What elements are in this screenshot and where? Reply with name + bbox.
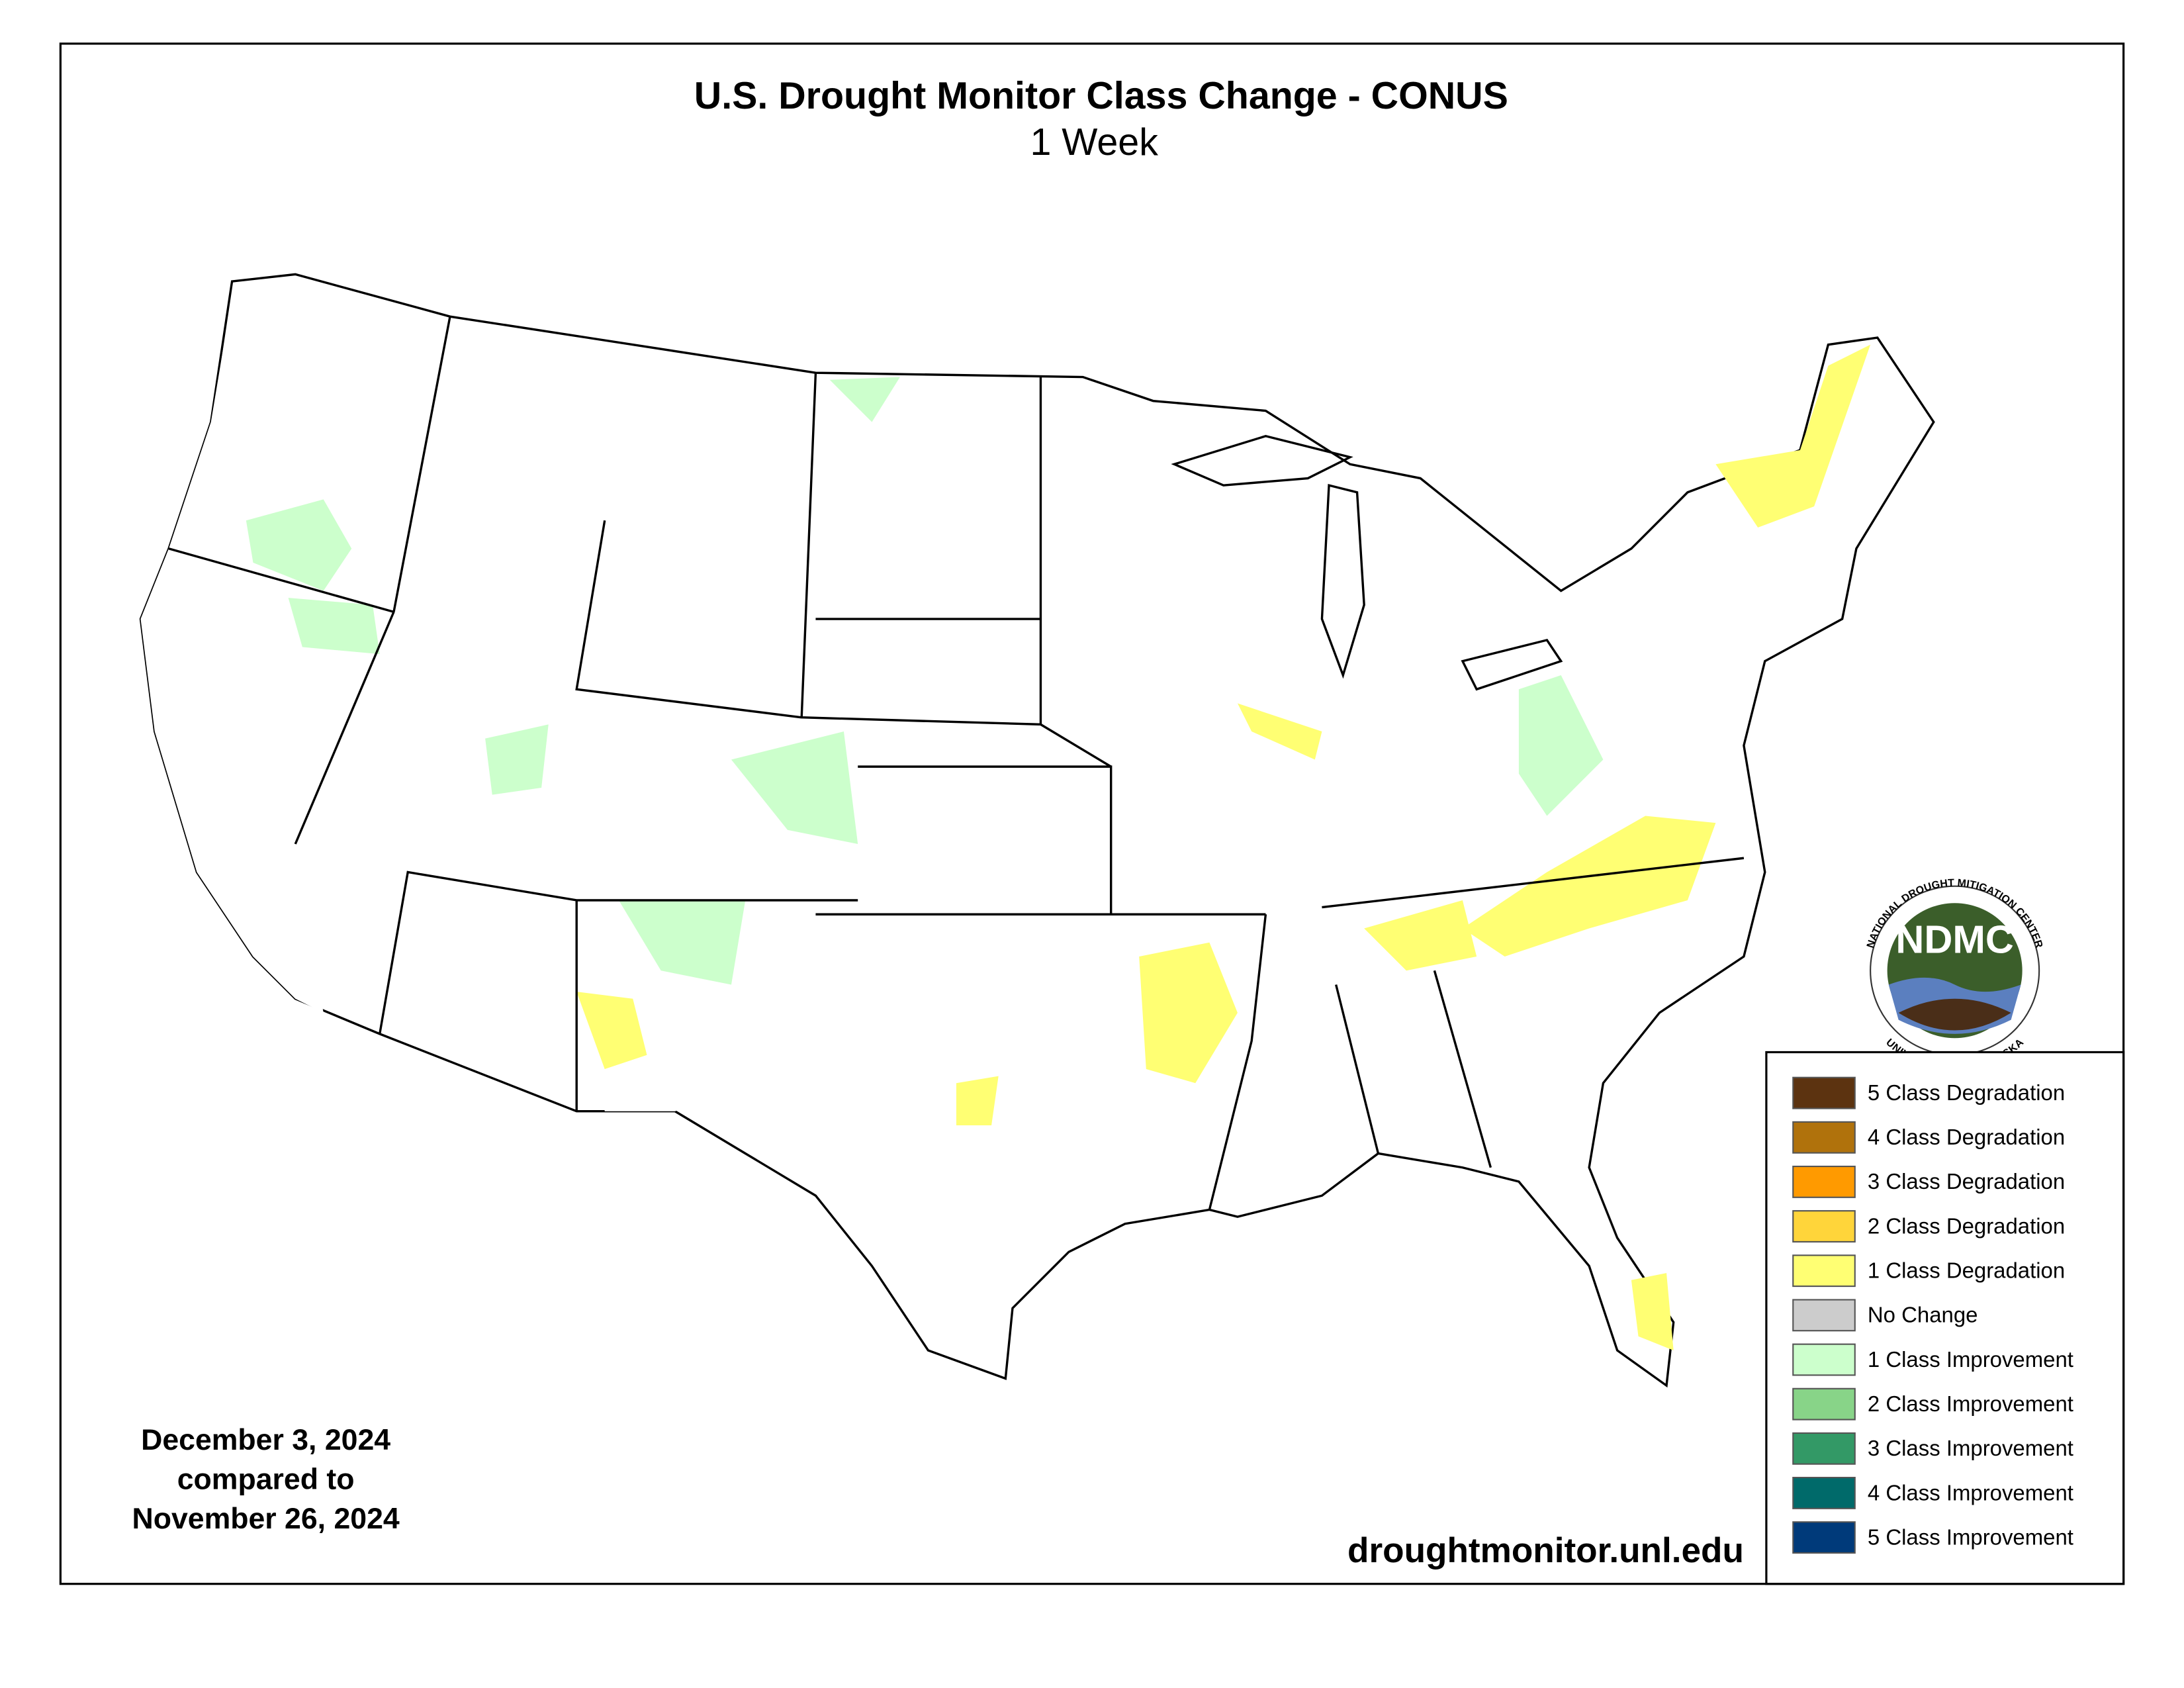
no-drought-area (1504, 984, 1604, 1140)
date-note: December 3, 2024 compared to November 26, … (132, 1424, 400, 1535)
no-drought-area (899, 379, 1027, 451)
degradation-area (1139, 942, 1238, 1084)
great-lake (1461, 638, 1563, 691)
improvement-area (246, 499, 352, 591)
degradation-area (1715, 344, 1871, 528)
legend-swatch (1792, 1432, 1856, 1465)
map (139, 273, 1935, 1388)
degradation-area (1462, 816, 1716, 957)
degradation-area (576, 992, 647, 1069)
legend-label: 3 Class Degradation (1868, 1169, 2065, 1194)
no-drought-area (1336, 788, 1505, 915)
degradation-area (1364, 900, 1477, 971)
date-note-line: December 3, 2024 (141, 1424, 390, 1456)
legend-label: 2 Class Degradation (1868, 1213, 2065, 1238)
degradation-area (956, 1076, 999, 1125)
improvement-area (618, 900, 746, 985)
legend-swatch (1792, 1165, 1856, 1198)
legend-swatch (1792, 1121, 1856, 1154)
source-url: droughtmonitor.unl.edu (1347, 1531, 1744, 1570)
legend-label: 4 Class Improvement (1868, 1480, 2073, 1505)
title: U.S. Drought Monitor Class Change - CONU… (694, 75, 1508, 117)
legend-label: 1 Class Degradation (1868, 1258, 2065, 1283)
legend-label: No Change (1868, 1303, 1978, 1327)
great-lake (1171, 435, 1353, 487)
legend-swatch (1792, 1210, 1856, 1243)
no-drought-area (1223, 548, 1315, 647)
legend-swatch (1792, 1076, 1856, 1109)
legend-label: 4 Class Degradation (1868, 1125, 2065, 1149)
subtitle: 1 Week (1030, 121, 1158, 164)
state-boundary (168, 316, 1745, 1210)
legend-swatch (1792, 1477, 1856, 1509)
improvement-area (485, 724, 549, 795)
legend-swatch (1792, 1254, 1856, 1288)
improvement-area (731, 731, 858, 844)
degradation-area (1237, 703, 1322, 760)
legend-label: 5 Class Improvement (1868, 1524, 2073, 1549)
great-lake (1320, 483, 1365, 679)
legend-label: 5 Class Degradation (1868, 1080, 2065, 1105)
date-note-line: November 26, 2024 (132, 1503, 400, 1535)
legend-swatch (1792, 1299, 1856, 1332)
legend-label: 1 Class Improvement (1868, 1347, 2073, 1372)
ndmc-logo: NDMC NATIONAL DROUGHT MITIGATION CENTER … (1865, 878, 2044, 1074)
no-drought-area (140, 295, 324, 1013)
conus-land (139, 273, 1935, 1388)
logo-earth (1898, 998, 2011, 1031)
no-drought-area (787, 914, 1111, 1182)
legend-swatch (1792, 1521, 1856, 1554)
legend-label: 2 Class Improvement (1868, 1391, 2073, 1416)
frame (59, 42, 2125, 1585)
date-note-line: compared to (177, 1463, 355, 1495)
degradation-area (1631, 1273, 1674, 1350)
improvement-area (829, 377, 900, 422)
improvement-area (288, 598, 380, 655)
legend-label: 3 Class Improvement (1868, 1436, 2073, 1460)
legend-swatch (1792, 1343, 1856, 1376)
legend: 5 Class Degradation 4 Class Degradation 3 … (1765, 1051, 2125, 1585)
improvement-area (1518, 675, 1604, 816)
logo-abbr: NDMC (1895, 917, 2013, 961)
legend-swatch (1792, 1387, 1856, 1421)
